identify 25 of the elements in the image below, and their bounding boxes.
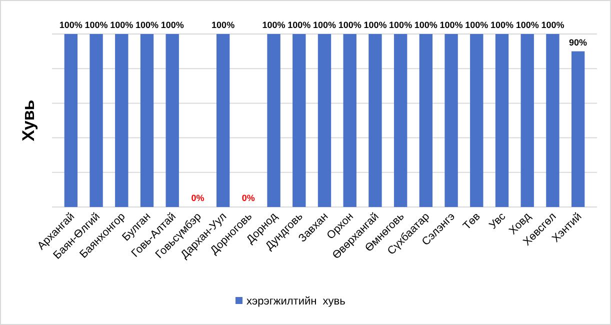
- data-label: 100%: [516, 20, 539, 30]
- data-label: 100%: [262, 20, 286, 30]
- data-label: 100%: [389, 20, 412, 30]
- data-label: 0%: [191, 193, 204, 203]
- data-label: 100%: [440, 20, 463, 30]
- data-label: 100%: [59, 20, 82, 30]
- data-label: 100%: [490, 20, 514, 30]
- x-tick-label: Увс: [487, 210, 508, 232]
- data-label: 100%: [414, 20, 438, 30]
- y-axis-title: Хувь: [19, 100, 38, 142]
- data-label: 100%: [312, 20, 336, 30]
- x-tick-label: Төв: [461, 210, 483, 232]
- data-label: 100%: [110, 20, 134, 30]
- data-label: 100%: [212, 20, 235, 30]
- legend-label: хэрэгжилтийн хувь: [246, 296, 346, 308]
- data-label: 100%: [288, 20, 311, 30]
- data-label: 100%: [160, 20, 184, 30]
- data-label: 0%: [242, 193, 255, 203]
- data-label: 90%: [569, 37, 588, 48]
- data-label: 100%: [465, 20, 488, 30]
- data-label: 100%: [338, 20, 362, 30]
- data-label: 100%: [541, 20, 564, 30]
- data-label: 100%: [84, 20, 108, 30]
- data-label: 100%: [364, 20, 387, 30]
- data-label: 100%: [135, 20, 159, 30]
